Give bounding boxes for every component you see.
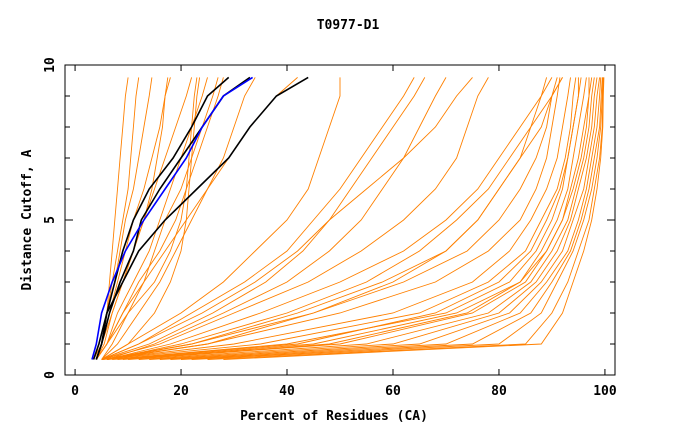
x-tick-label: 80 xyxy=(491,384,507,399)
series-line-29 xyxy=(170,77,602,360)
series-line-15 xyxy=(106,77,447,360)
series-line-17 xyxy=(106,77,553,360)
series-line-21 xyxy=(101,77,473,360)
axes-group: 0 20 40 60 80 100 0 5 10 xyxy=(43,57,617,399)
series-line-5 xyxy=(95,77,169,360)
x-tick-label: 20 xyxy=(173,384,189,399)
series-line-32 xyxy=(207,77,604,360)
series-line-38 xyxy=(112,77,579,360)
x-tick-label: 60 xyxy=(385,384,401,399)
x-tick-label: 40 xyxy=(279,384,295,399)
y-tick-label: 10 xyxy=(43,57,58,73)
highlight-series-line-43 xyxy=(91,76,254,360)
series-line-26 xyxy=(138,77,595,360)
series-line-28 xyxy=(159,77,601,360)
y-axis-label: Distance Cutoff, A xyxy=(20,149,35,290)
series-line-19 xyxy=(106,77,563,360)
series-line-39 xyxy=(122,77,593,360)
series-line-34 xyxy=(101,77,571,360)
x-tick-label: 100 xyxy=(593,384,617,399)
series-line-16 xyxy=(101,77,341,360)
series-line-36 xyxy=(101,77,558,360)
series-line-1 xyxy=(95,77,153,360)
x-tick-label: 0 xyxy=(71,384,79,399)
series-line-18 xyxy=(106,77,563,360)
series-line-0 xyxy=(95,77,140,360)
series-line-6 xyxy=(101,77,219,360)
series-line-12 xyxy=(95,77,298,360)
series-group xyxy=(91,76,605,360)
series-line-9 xyxy=(101,77,256,360)
chart-title: T0977-D1 xyxy=(317,18,380,33)
series-line-22 xyxy=(106,77,548,360)
series-line-35 xyxy=(101,77,561,360)
series-line-20 xyxy=(101,77,489,360)
series-line-27 xyxy=(149,77,598,360)
series-line-24 xyxy=(117,77,587,360)
y-tick-label: 0 xyxy=(43,371,58,379)
x-axis-label: Percent of Residues (CA) xyxy=(240,409,428,424)
series-line-33 xyxy=(223,77,605,360)
series-line-25 xyxy=(128,77,590,360)
series-line-13 xyxy=(101,77,415,360)
series-line-4 xyxy=(95,77,208,360)
highlight-series-line-40 xyxy=(92,76,230,360)
highlight-series-line-42 xyxy=(95,76,309,360)
series-line-14 xyxy=(101,77,426,360)
y-tick-label: 5 xyxy=(43,216,58,224)
series-line-8 xyxy=(95,77,198,360)
series-line-31 xyxy=(191,77,604,360)
series-line-37 xyxy=(101,77,577,360)
series-line-30 xyxy=(180,77,603,360)
